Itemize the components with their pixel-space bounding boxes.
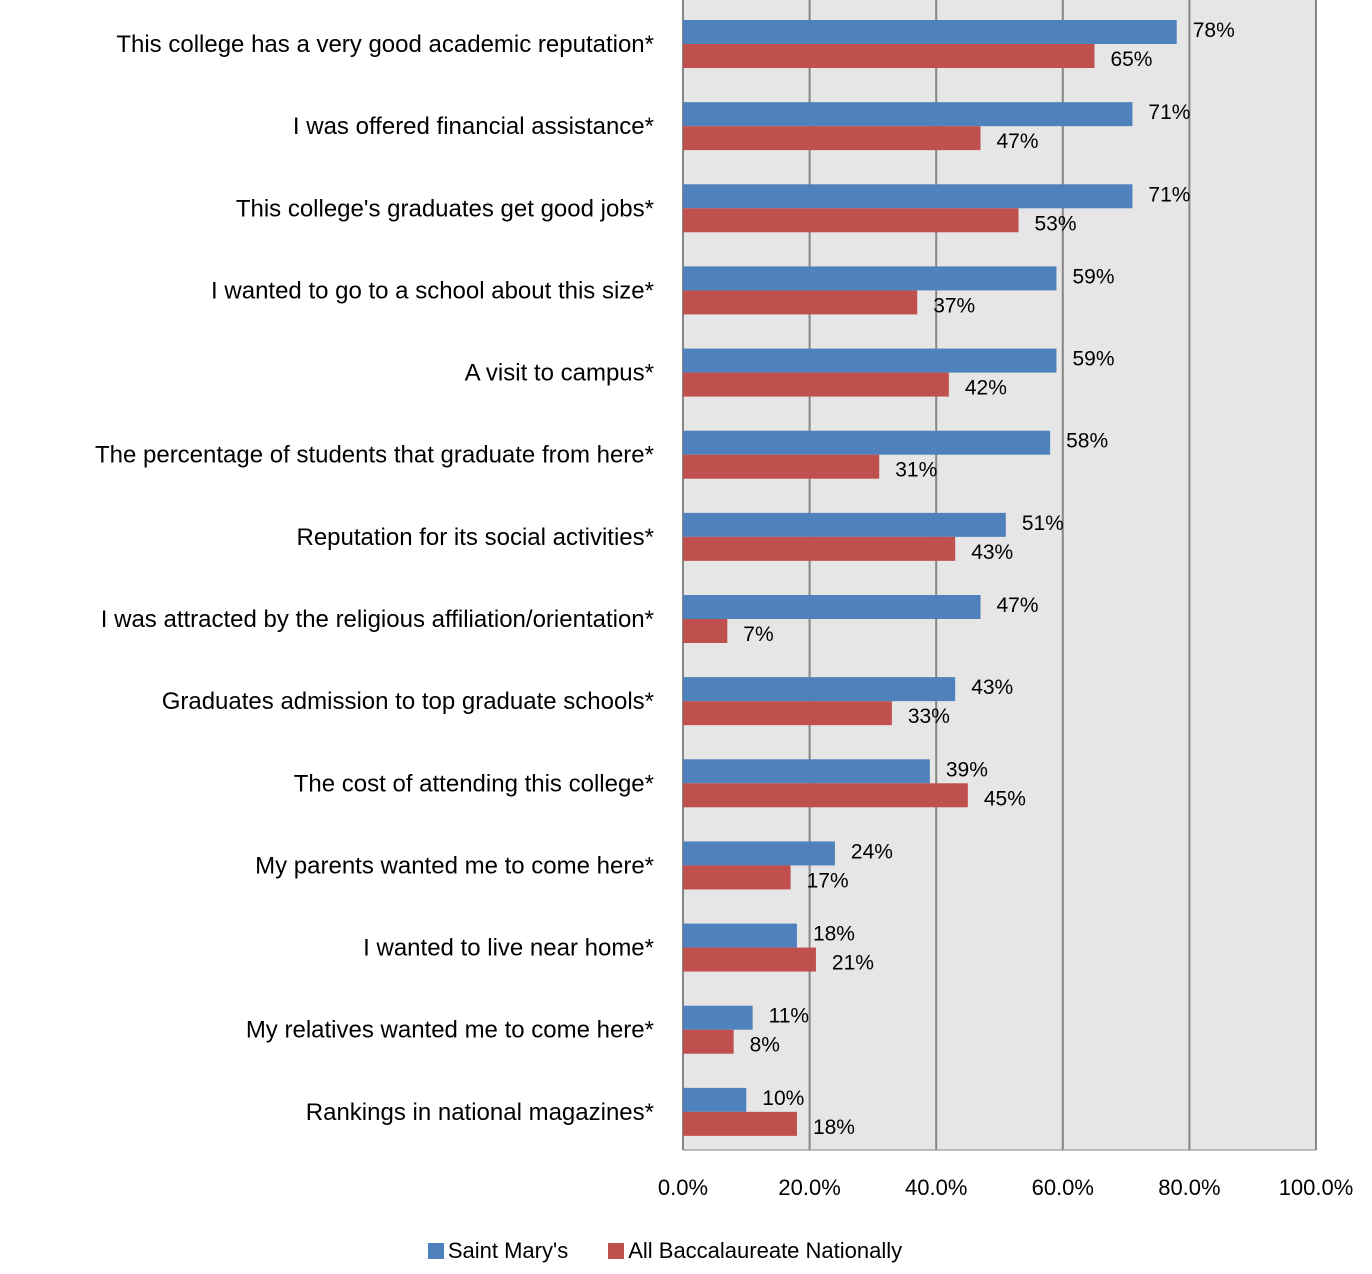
category-label: This college has a very good academic re… — [116, 31, 654, 58]
category-label: I was offered financial assistance* — [293, 113, 654, 140]
bar-all-baccalaureate — [683, 208, 1019, 233]
legend-item: All Baccalaureate Nationally — [608, 1238, 902, 1264]
bar-all-baccalaureate — [683, 1111, 797, 1136]
data-label: 7% — [743, 623, 773, 646]
data-label: 59% — [1072, 348, 1114, 371]
x-tick-label: 80.0% — [1158, 1175, 1220, 1200]
bar-saint-marys — [683, 512, 1006, 537]
x-tick-label: 20.0% — [778, 1175, 840, 1200]
category-label: My parents wanted me to come here* — [255, 852, 654, 879]
data-label: 53% — [1034, 212, 1076, 235]
x-tick-label: 60.0% — [1032, 1175, 1094, 1200]
data-label: 47% — [997, 594, 1039, 617]
bar-all-baccalaureate — [683, 865, 791, 890]
legend-label: All Baccalaureate Nationally — [628, 1238, 903, 1263]
legend-label: Saint Mary's — [447, 1238, 569, 1263]
bar-all-baccalaureate — [683, 290, 918, 315]
data-label: 58% — [1066, 430, 1108, 453]
plot-background — [683, 0, 1316, 1150]
category-label: Rankings in national magazines* — [306, 1099, 654, 1126]
x-tick-label: 100.0% — [1279, 1175, 1354, 1200]
bar-saint-marys — [683, 1087, 747, 1112]
data-label: 78% — [1193, 19, 1235, 42]
bar-saint-marys — [683, 759, 930, 784]
data-label: 8% — [750, 1034, 780, 1057]
bar-chart: This college has a very good academic re… — [95, 0, 1354, 1200]
category-label: My relatives wanted me to come here* — [246, 1017, 654, 1044]
bar-all-baccalaureate — [683, 947, 816, 972]
data-label: 43% — [971, 676, 1013, 699]
data-label: 11% — [769, 1005, 809, 1028]
bar-saint-marys — [683, 595, 981, 619]
data-label: 45% — [984, 787, 1026, 810]
bar-saint-marys — [683, 430, 1051, 455]
bar-saint-marys — [683, 348, 1057, 373]
bar-all-baccalaureate — [683, 372, 949, 397]
data-label: 17% — [807, 869, 849, 892]
legend: Saint Mary's All Baccalaureate Nationally — [0, 1236, 1330, 1266]
bar-saint-marys — [683, 266, 1057, 291]
data-label: 10% — [762, 1087, 804, 1110]
category-label: The cost of attending this college* — [294, 770, 654, 797]
category-label: Reputation for its social activities* — [297, 524, 655, 551]
data-label: 71% — [1148, 101, 1190, 124]
category-label: I wanted to live near home* — [363, 935, 654, 962]
legend-item: Saint Mary's — [427, 1238, 569, 1264]
bar-saint-marys — [683, 1005, 753, 1030]
category-label: This college's graduates get good jobs* — [236, 195, 654, 222]
data-label: 18% — [813, 923, 855, 946]
bar-all-baccalaureate — [683, 44, 1095, 68]
category-label: I wanted to go to a school about this si… — [211, 277, 654, 304]
category-label: The percentage of students that graduate… — [95, 442, 654, 469]
data-label: 59% — [1072, 265, 1114, 288]
data-label: 24% — [851, 840, 893, 863]
data-label: 21% — [832, 952, 874, 975]
data-label: 51% — [1022, 512, 1064, 535]
data-label: 37% — [933, 294, 975, 317]
x-tick-label: 40.0% — [905, 1175, 967, 1200]
bar-all-baccalaureate — [683, 619, 728, 643]
data-label: 43% — [971, 541, 1013, 564]
bar-saint-marys — [683, 841, 835, 866]
bar-all-baccalaureate — [683, 454, 880, 479]
bar-saint-marys — [683, 184, 1133, 209]
data-label: 65% — [1110, 48, 1152, 71]
bar-all-baccalaureate — [683, 1029, 734, 1054]
category-label: I was attracted by the religious affilia… — [101, 606, 654, 633]
category-label: A visit to campus* — [465, 360, 654, 387]
data-label: 71% — [1148, 183, 1190, 206]
bar-saint-marys — [683, 102, 1133, 127]
bar-saint-marys — [683, 677, 956, 702]
category-label: Graduates admission to top graduate scho… — [162, 688, 654, 715]
legend-swatch — [427, 1243, 444, 1259]
bar-all-baccalaureate — [683, 536, 956, 561]
data-label: 31% — [895, 459, 937, 482]
bar-all-baccalaureate — [683, 783, 968, 808]
bar-saint-marys — [683, 20, 1177, 44]
bar-all-baccalaureate — [683, 701, 892, 726]
legend-swatch — [608, 1243, 625, 1259]
data-label: 18% — [813, 1116, 855, 1139]
data-label: 42% — [965, 377, 1007, 400]
bar-all-baccalaureate — [683, 126, 981, 151]
data-label: 47% — [997, 130, 1039, 153]
data-label: 33% — [908, 705, 950, 728]
data-label: 39% — [946, 758, 988, 781]
bar-saint-marys — [683, 923, 797, 948]
x-tick-label: 0.0% — [658, 1175, 708, 1200]
